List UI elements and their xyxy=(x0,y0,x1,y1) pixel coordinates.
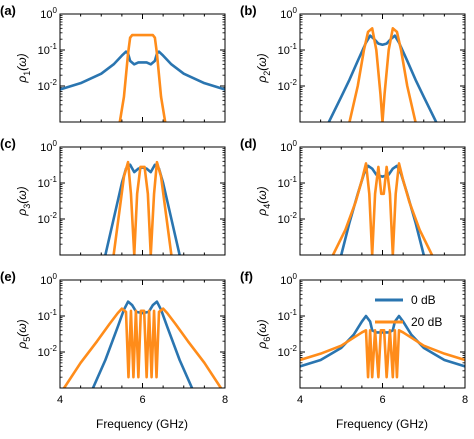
plot-frame xyxy=(59,146,226,256)
y-axis-label: ρ1(ω) xyxy=(15,53,32,83)
plot-frame xyxy=(299,146,466,256)
legend: 0 dB 20 dB xyxy=(375,293,442,329)
y-tick-label: 100 xyxy=(280,6,297,21)
panel-d: 100 10-1 10-2 (d) ρ4(ω) xyxy=(240,136,466,256)
y-axis-label: ρ2(ω) xyxy=(255,53,272,83)
y-tick-label: 10-1 xyxy=(278,42,298,57)
y-tick-label: 10-2 xyxy=(38,211,58,226)
x-tick-label: 8 xyxy=(462,394,468,406)
x-tick-label: 6 xyxy=(139,394,145,406)
y-tick-label: 100 xyxy=(280,139,297,154)
plot-frame xyxy=(299,13,466,123)
y-tick-label: 100 xyxy=(280,272,297,287)
plots-layer: 10010-110-2(a)ρ1(ω)10010-110-2(b)ρ2(ω)10… xyxy=(0,3,468,406)
y-tick-label: 100 xyxy=(40,272,57,287)
y-axis-label: ρ3(ω) xyxy=(15,186,32,216)
y-axis-label: ρ6(ω) xyxy=(255,319,272,349)
series-line xyxy=(300,329,465,379)
series-line xyxy=(91,300,194,388)
x-axis-label: Frequency (GHz) xyxy=(96,417,188,431)
y-tick-label: 10-1 xyxy=(38,42,58,57)
x-axis-label: Frequency (GHz) xyxy=(336,417,428,431)
series-line xyxy=(62,307,223,388)
y-tick-label: 10-2 xyxy=(38,344,58,359)
series-line xyxy=(331,162,434,255)
panel-letter: (f) xyxy=(240,269,253,284)
series-line xyxy=(112,160,173,255)
legend-label: 20 dB xyxy=(411,315,442,329)
series-line xyxy=(327,34,438,122)
plot-frame xyxy=(59,279,226,389)
y-tick-label: 10-2 xyxy=(278,344,298,359)
y-tick-label: 10-2 xyxy=(278,78,298,93)
y-tick-label: 10-1 xyxy=(38,308,58,323)
panel-b: 100 10-1 10-2 (b) ρ2(ω) xyxy=(240,3,466,123)
plot-frame xyxy=(59,13,226,123)
panel-e: 100 10-1 10-2 4 6 8 (e) ρ5(ω) xyxy=(0,269,228,406)
panel-f: 100 10-1 10-2 4 6 8 (f) ρ6(ω) 0 dB 20 dB xyxy=(240,269,468,406)
series-line xyxy=(300,314,465,368)
y-axis-label: ρ4(ω) xyxy=(255,186,272,216)
panel-letter: (b) xyxy=(240,3,257,18)
series-line xyxy=(118,33,167,122)
y-tick-label: 10-2 xyxy=(38,78,58,93)
y-tick-label: 10-1 xyxy=(278,308,298,323)
y-tick-label: 100 xyxy=(40,139,57,154)
legend-label: 0 dB xyxy=(411,293,436,307)
y-tick-label: 10-2 xyxy=(278,211,298,226)
panel-letter: (d) xyxy=(240,136,257,151)
panel-c: 100 10-1 10-2 (c) ρ3(ω) xyxy=(0,136,226,256)
x-tick-label: 8 xyxy=(222,394,228,406)
series-line xyxy=(60,50,225,91)
y-tick-label: 100 xyxy=(40,6,57,21)
panel-letter: (a) xyxy=(0,3,16,18)
panel-letter: (c) xyxy=(0,136,16,151)
x-tick-label: 4 xyxy=(57,394,63,406)
panel-letter: (e) xyxy=(0,269,16,284)
x-tick-label: 4 xyxy=(297,394,303,406)
y-tick-label: 10-1 xyxy=(38,175,58,190)
y-tick-label: 10-1 xyxy=(278,175,298,190)
y-axis-label: ρ5(ω) xyxy=(15,319,32,349)
panel-a: 100 10-1 10-2 (a) ρ1(ω) xyxy=(0,3,226,123)
series-line xyxy=(348,27,417,122)
plot-frame xyxy=(299,279,466,389)
x-tick-label: 6 xyxy=(379,394,385,406)
